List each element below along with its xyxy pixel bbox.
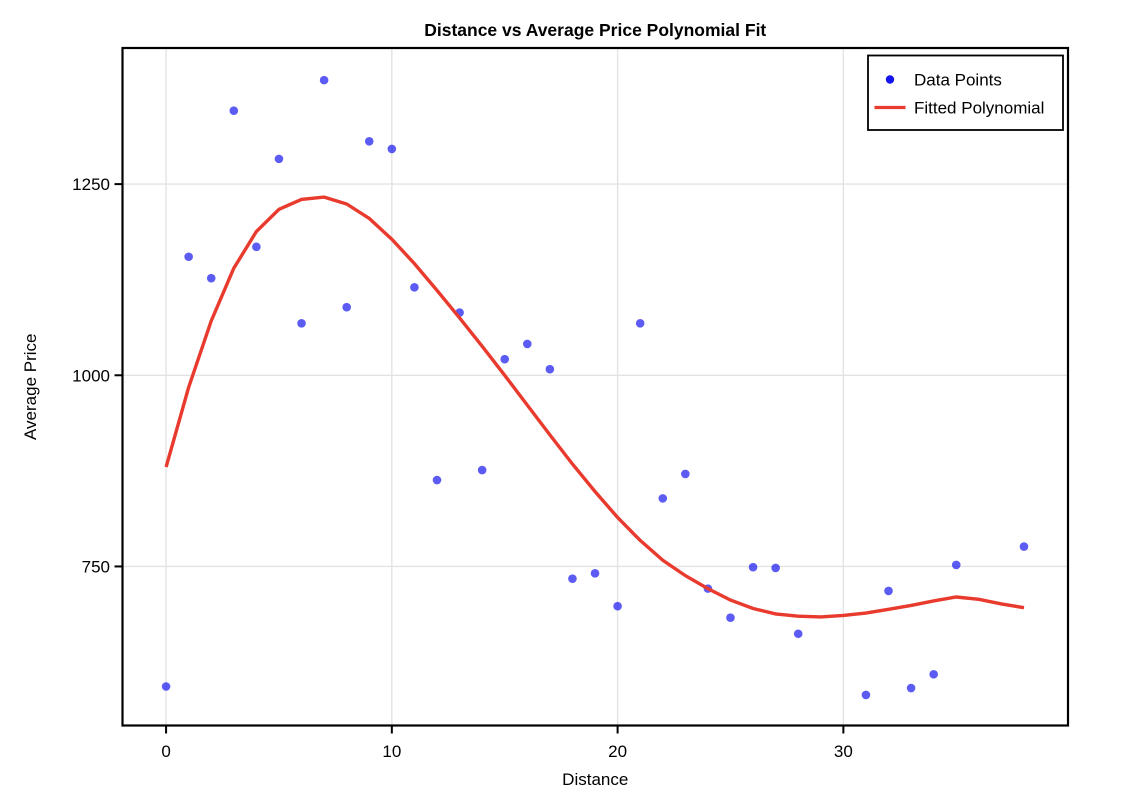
data-point [319,75,329,85]
data-point [748,562,758,572]
legend-point-marker [885,75,895,84]
y-axis-label: Average Price [21,334,40,440]
legend-label: Fitted Polynomial [914,99,1044,118]
x-tick-label: 30 [834,742,853,761]
data-point [590,569,600,578]
data-point [522,339,532,349]
data-point [184,252,193,262]
x-tick-label: 10 [382,742,401,761]
data-point [206,273,216,283]
data-point [342,302,351,312]
data-point [432,475,442,485]
data-point [477,465,487,475]
legend-label: Data Points [914,71,1002,90]
data-point [861,690,871,700]
data-point [951,560,961,570]
data-point [297,318,306,328]
y-tick-label: 1000 [72,366,110,385]
data-point [161,682,171,691]
data-point [387,144,397,154]
data-point [681,469,690,479]
data-point [906,683,916,693]
data-point [252,242,261,252]
x-axis-label: Distance [562,770,628,789]
data-point [635,318,645,328]
data-point [545,364,555,374]
data-point [658,494,668,503]
data-point [364,136,374,146]
x-tick-label: 20 [608,742,627,761]
fitted-polynomial-line [164,195,1025,619]
data-point [500,354,510,364]
data-point [771,563,780,573]
data-point [726,613,735,622]
data-point [884,586,893,596]
data-point [410,283,419,292]
data-point [613,601,622,611]
x-tick-label: 0 [161,742,170,761]
data-point [929,669,938,679]
data-point [1019,542,1029,551]
data-point [793,629,803,639]
y-tick-label: 750 [82,557,110,576]
data-point [229,106,239,116]
data-point [274,154,284,164]
y-tick-label: 1250 [72,175,110,194]
data-point [568,574,577,583]
plot-frame [121,46,1070,727]
legend-box [867,54,1064,131]
chart-title: Distance vs Average Price Polynomial Fit [424,20,766,40]
